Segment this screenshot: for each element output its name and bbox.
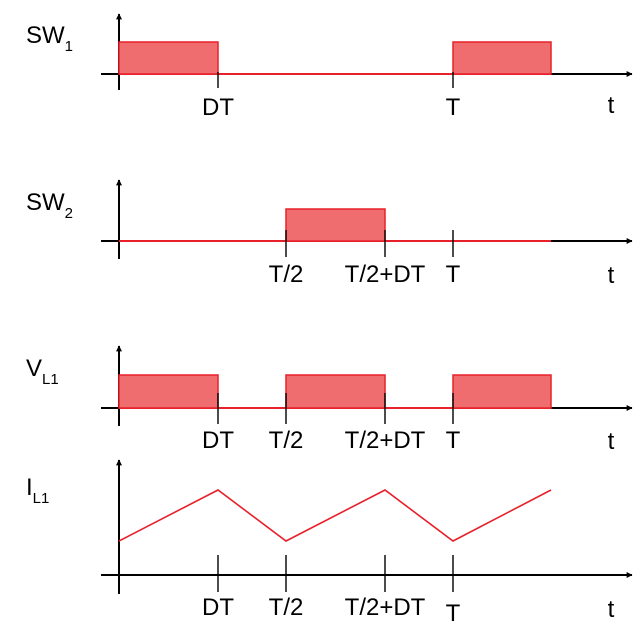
axis-label-t: t xyxy=(608,596,615,623)
signal-label-subscript: 2 xyxy=(65,205,73,222)
tick-label: T/2+DT xyxy=(345,594,426,621)
tick-label: T/2 xyxy=(269,261,304,288)
signal-label-main: SW xyxy=(26,189,65,216)
tick-label: T/2+DT xyxy=(345,261,426,288)
tick-label: T/2 xyxy=(269,427,304,454)
current-waveform xyxy=(118,489,552,542)
signal-label-subscript: 1 xyxy=(65,38,73,55)
tick-label: DT xyxy=(202,594,234,621)
axis-label-t: t xyxy=(608,262,615,289)
signal-label: IL1 xyxy=(26,474,49,507)
signal-label: SW2 xyxy=(26,189,73,222)
tick-label: T xyxy=(446,261,461,288)
tick-label: DT xyxy=(202,94,234,121)
pulse xyxy=(285,208,386,242)
tick-label: DT xyxy=(202,427,234,454)
pulse xyxy=(118,374,219,409)
axis-label-t: t xyxy=(608,428,615,455)
signal-label-subscript: L1 xyxy=(33,490,50,507)
signal-label: VL1 xyxy=(26,355,59,388)
pulse xyxy=(285,374,386,409)
signal-label-main: V xyxy=(26,355,42,382)
pulse xyxy=(452,41,552,75)
tick-label: T xyxy=(446,94,461,121)
tick-label: T/2+DT xyxy=(345,427,426,454)
tick-label: T xyxy=(446,600,461,624)
signal-label-main: SW xyxy=(26,22,65,49)
pulse xyxy=(452,374,552,409)
tick-label: T/2 xyxy=(269,594,304,621)
axis-label-t: t xyxy=(608,92,615,119)
tick-label: T xyxy=(446,427,461,454)
signal-label-subscript: L1 xyxy=(42,371,59,388)
pulse xyxy=(118,41,219,75)
signal-label-main: I xyxy=(26,474,33,501)
signal-label: SW1 xyxy=(26,22,73,55)
